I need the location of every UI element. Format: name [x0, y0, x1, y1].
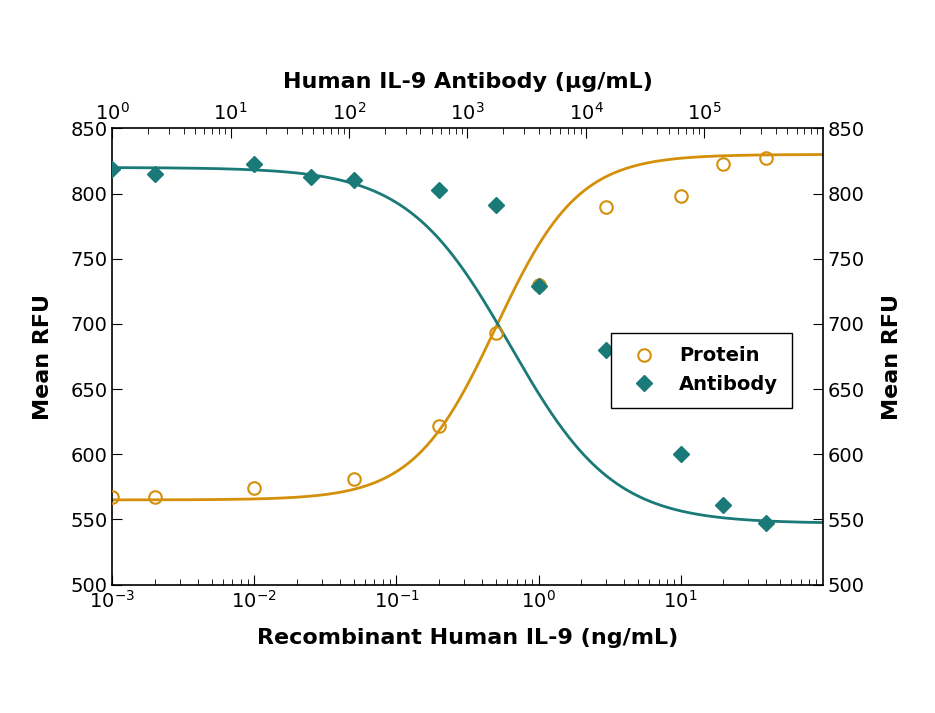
- Y-axis label: Mean RFU: Mean RFU: [882, 294, 901, 419]
- X-axis label: Recombinant Human IL-9 (ng/mL): Recombinant Human IL-9 (ng/mL): [257, 628, 678, 648]
- Y-axis label: Mean RFU: Mean RFU: [34, 294, 53, 419]
- X-axis label: Human IL-9 Antibody (μg/mL): Human IL-9 Antibody (μg/mL): [282, 72, 653, 92]
- Legend: Protein, Antibody: Protein, Antibody: [611, 333, 792, 408]
